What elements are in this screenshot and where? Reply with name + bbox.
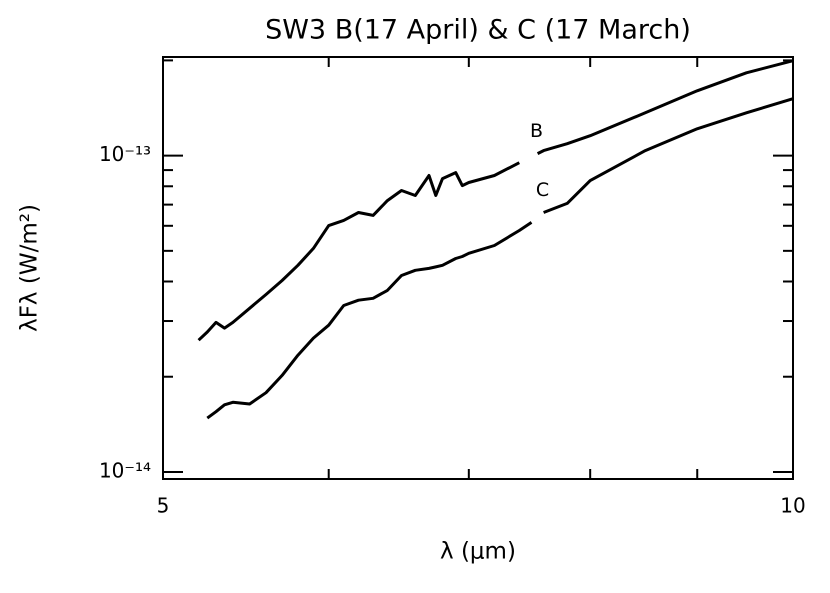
data-line	[206, 97, 794, 420]
y-axis-label: λFλ (W/m²)	[17, 204, 43, 332]
y-tick-label: 10⁻¹⁴	[99, 458, 151, 482]
x-tick-label: 5	[157, 494, 170, 518]
chart-title: SW3 B(17 April) & C (17 March)	[265, 15, 691, 46]
x-axis-label: λ (μm)	[440, 539, 516, 565]
data-line	[197, 59, 794, 342]
series-label: C	[536, 179, 549, 201]
x-tick-label: 10	[780, 494, 805, 518]
series-label: B	[530, 120, 543, 142]
plot-frame	[162, 56, 794, 480]
y-tick-label: 10⁻¹³	[99, 142, 151, 166]
